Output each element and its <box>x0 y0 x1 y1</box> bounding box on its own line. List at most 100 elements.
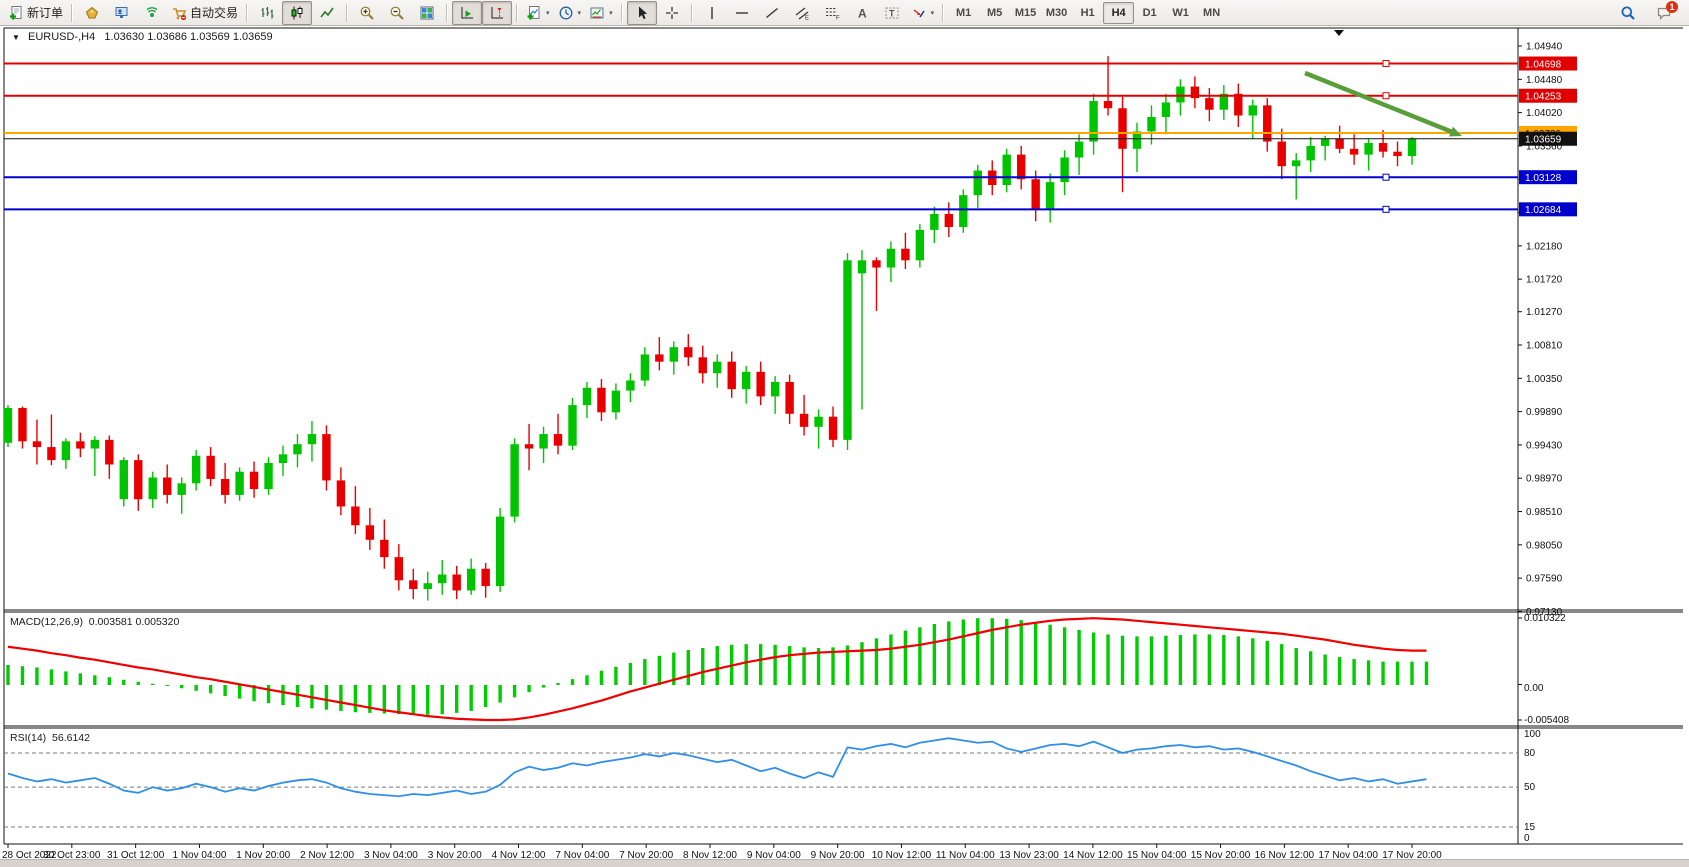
macd-histogram-bar <box>628 662 633 685</box>
channel-button[interactable]: E <box>787 1 817 25</box>
svg-text:E: E <box>805 15 809 21</box>
macd-histogram-bar <box>237 685 242 699</box>
mql-community-button[interactable] <box>77 1 107 25</box>
horizontal-line-object[interactable]: 1.04698 <box>4 56 1577 71</box>
candles-layer[interactable] <box>3 56 1417 601</box>
zoom-out-button[interactable] <box>382 1 412 25</box>
line-handle[interactable] <box>1382 173 1390 181</box>
arrows-icon <box>911 5 927 21</box>
macd-histogram-bar <box>1062 627 1067 685</box>
macd-histogram-bar <box>382 685 387 714</box>
macd-histogram-bar <box>368 685 372 713</box>
candle-body <box>553 434 563 446</box>
tile-windows-button[interactable] <box>412 1 442 25</box>
chat-button[interactable]: 1 <box>1649 0 1679 25</box>
candle-body <box>1335 138 1344 149</box>
timeframe-button-D1[interactable]: D1 <box>1142 6 1157 19</box>
macd-histogram-bar <box>1236 636 1241 685</box>
macd-histogram-bar <box>483 685 488 708</box>
horizontal-line-object[interactable]: 1.03128 <box>4 170 1577 185</box>
indicators-button[interactable]: ▾ <box>522 1 554 25</box>
chart-shift-button[interactable] <box>482 0 513 25</box>
dropdown-arrow-icon[interactable]: ▾ <box>577 9 582 17</box>
text-button[interactable]: A <box>847 1 877 25</box>
candle-body <box>626 380 635 391</box>
timeframe-button-H1[interactable]: H1 <box>1080 6 1095 19</box>
chart-header: ▼ EURUSD-,H4 1.03630 1.03686 1.03569 1.0… <box>12 31 273 43</box>
label-button[interactable]: T <box>877 1 907 25</box>
new-order-button-label: 新订单 <box>27 6 64 20</box>
candle-body <box>452 574 461 591</box>
zoom-in-button[interactable] <box>352 1 382 25</box>
line-chart-button[interactable] <box>312 1 342 25</box>
macd-histogram-bar <box>643 659 647 685</box>
candle-body <box>32 441 42 448</box>
symbol-dropdown-icon[interactable]: ▼ <box>12 33 20 42</box>
price-tick-label: 1.00810 <box>1526 341 1563 352</box>
macd-histogram-bar <box>353 685 358 713</box>
macd-histogram-bar <box>1294 648 1298 685</box>
timeframe-button-M1[interactable]: M1 <box>955 6 972 19</box>
candle-body <box>163 477 172 495</box>
candlestick-chart-button[interactable] <box>282 0 313 25</box>
arrows-button[interactable]: ▾ <box>907 1 939 25</box>
bar-chart-button[interactable] <box>252 1 282 25</box>
crosshair-button[interactable] <box>657 1 687 25</box>
price-tick-label: 0.99430 <box>1526 440 1563 451</box>
toolbar-separator <box>246 3 249 22</box>
rsi-line[interactable] <box>7 737 1427 798</box>
horizontal-line-button[interactable] <box>727 1 757 25</box>
timeframe-button-M30[interactable]: M30 <box>1045 6 1068 19</box>
macd-panel[interactable] <box>6 617 1429 722</box>
macd-histogram-bar <box>1410 661 1414 685</box>
timeframe-button-MN[interactable]: MN <box>1203 6 1221 19</box>
vertical-line-button[interactable] <box>697 1 727 25</box>
dropdown-arrow-icon[interactable]: ▾ <box>546 9 550 17</box>
candle-body <box>539 434 548 449</box>
macd-histogram-bar <box>281 685 285 706</box>
candle-body <box>1349 148 1359 155</box>
macd-histogram-bar <box>1352 659 1356 685</box>
fibonacci-button[interactable]: F <box>817 1 847 25</box>
horizontal-line-object[interactable]: 1.02684 <box>4 202 1577 217</box>
templates-button[interactable]: ▾ <box>585 1 617 25</box>
candle-body <box>814 416 823 427</box>
status-bar <box>0 859 1689 867</box>
macd-histogram-bar <box>208 685 213 694</box>
dropdown-arrow-icon[interactable]: ▾ <box>930 9 935 17</box>
macd-histogram-bar <box>599 670 604 685</box>
horizontal-line-object[interactable]: 1.03739 <box>4 125 1577 140</box>
timeframe-button-H4[interactable]: H4 <box>1103 1 1135 24</box>
candle-body <box>857 260 867 274</box>
auto-scroll-button[interactable] <box>452 0 483 25</box>
autotrading-button[interactable]: 自动交易 <box>167 1 242 25</box>
terminal-button[interactable] <box>107 1 137 25</box>
line-handle[interactable] <box>1382 205 1390 213</box>
horizontal-line-object[interactable]: 1.04253 <box>4 88 1577 103</box>
line-handle[interactable] <box>1382 60 1390 68</box>
new-order-button[interactable]: 新订单 <box>4 1 67 25</box>
cursor-button[interactable] <box>626 0 657 25</box>
timeframe-button-M5[interactable]: M5 <box>986 6 1003 19</box>
macd-histogram-bar <box>1077 629 1081 685</box>
time-tick-label: 4 Nov 12:00 <box>492 850 546 861</box>
time-tick-label: 28 Oct 2022 <box>2 850 57 861</box>
candle-body <box>843 260 852 440</box>
periods-button[interactable]: ▾ <box>554 1 586 25</box>
scroll-to-end-icon[interactable] <box>1334 30 1344 36</box>
dropdown-arrow-icon[interactable]: ▾ <box>609 9 613 17</box>
candle-body <box>611 390 621 413</box>
macd-histogram-bar <box>1048 624 1052 685</box>
search-button[interactable] <box>1613 1 1643 25</box>
candle-body <box>684 347 693 358</box>
macd-histogram-bar <box>179 685 184 689</box>
trendline-button[interactable] <box>757 1 787 25</box>
line-handle[interactable] <box>1382 92 1390 100</box>
timeframe-button-W1[interactable]: W1 <box>1172 6 1189 19</box>
signals-button[interactable] <box>137 1 167 25</box>
unread-count-badge: 1 <box>1666 0 1678 13</box>
hline-icon <box>734 5 750 21</box>
timeframe-button-M15[interactable]: M15 <box>1014 6 1037 19</box>
trend-arrow-object[interactable] <box>1304 70 1462 137</box>
